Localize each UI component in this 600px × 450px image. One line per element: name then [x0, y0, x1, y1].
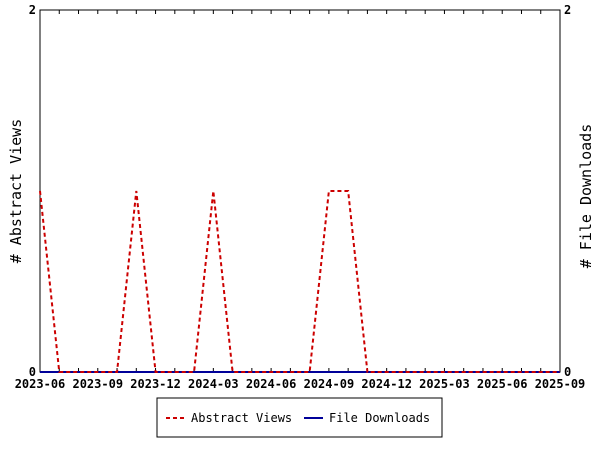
plot-area — [39, 9, 561, 373]
series-layer — [39, 190, 560, 373]
series-line-abstract-views — [39, 190, 560, 373]
x-axis: 2023-06 2023-09 2023-12 2024-03 2024-06 2024-… — [15, 10, 586, 391]
x-tick-label: 2024-03 — [188, 377, 239, 391]
x-tick-label: 2023-06 — [15, 377, 66, 391]
x-tick-label: 2025-09 — [535, 377, 586, 391]
legend-label-file-downloads: File Downloads — [329, 411, 430, 425]
x-tick-label: 2024-09 — [304, 377, 355, 391]
x-tick-label: 2023-09 — [72, 377, 123, 391]
y-tick-label-left: 0 — [29, 365, 36, 379]
x-tick-label: 2025-06 — [477, 377, 528, 391]
x-tick-label: 2024-12 — [361, 377, 412, 391]
y-tick-label-right: 2 — [564, 3, 571, 17]
x-tick-label: 2025-03 — [419, 377, 470, 391]
x-tick-label: 2023-12 — [130, 377, 181, 391]
legend: Abstract Views File Downloads — [156, 397, 443, 438]
y-tick-label-left: 2 — [29, 3, 36, 17]
y-axis: 0 0 2 2 — [29, 3, 571, 379]
x-tick-label: 2024-06 — [246, 377, 297, 391]
legend-label-abstract-views: Abstract Views — [191, 411, 292, 425]
legend-box — [156, 397, 443, 438]
y-axis-title-left: # Abstract Views — [7, 119, 25, 264]
y-tick-label-right: 0 — [564, 365, 571, 379]
y-axis-title-right: # File Downloads — [577, 124, 595, 269]
